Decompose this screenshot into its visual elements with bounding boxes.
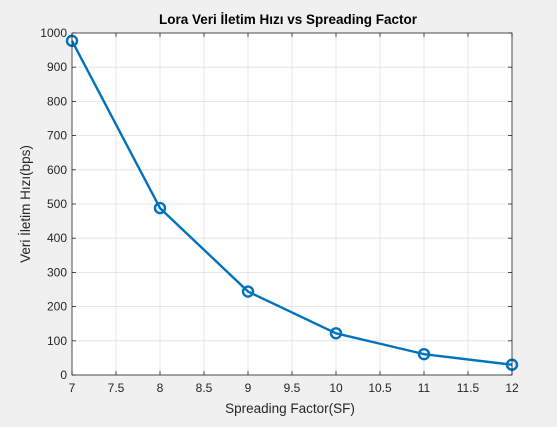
y-axis-title: Veri İletim Hızı(bps): [18, 145, 33, 263]
y-tick-label: 200: [47, 300, 67, 314]
y-tick-label: 900: [47, 60, 67, 74]
series-line: [70, 40, 513, 366]
y-tick-label: 400: [47, 231, 67, 245]
y-tick-label: 600: [47, 163, 67, 177]
tick-labels: 7 7.5 8 8.5 9 9.5 10 10.5 11 11.5 12 0 100 200 300 400 5…: [40, 26, 519, 395]
y-tick-label: 700: [47, 129, 67, 143]
x-tick-label: 10: [329, 381, 343, 395]
chart-title: Lora Veri İletim Hızı vs Spreading Facto…: [159, 12, 418, 27]
y-tick-label: 0: [60, 368, 67, 382]
tick-marks: [71, 32, 513, 376]
x-tick-label: 11.5: [457, 381, 480, 395]
y-tick-label: 800: [47, 94, 67, 108]
data-point: [417, 347, 431, 361]
x-axis-title: Spreading Factor(SF): [225, 401, 355, 416]
y-tick-label: 100: [47, 334, 67, 348]
x-tick-label: 8.5: [196, 381, 213, 395]
y-tick-label: 300: [47, 265, 67, 279]
x-tick-label: 11: [418, 381, 431, 395]
x-tick-label: 8: [157, 381, 164, 395]
data-point: [241, 285, 255, 298]
data-point: [153, 201, 167, 215]
y-tick-label: 1000: [40, 26, 67, 40]
y-tick-label: 500: [47, 197, 67, 211]
x-tick-label: 12: [505, 381, 519, 395]
data-point: [329, 327, 343, 340]
x-tick-label: 9: [245, 381, 252, 395]
x-tick-label: 7: [69, 381, 76, 395]
x-tick-label: 7.5: [108, 381, 125, 395]
x-tick-label: 9.5: [284, 381, 301, 395]
x-tick-label: 10.5: [368, 381, 392, 395]
